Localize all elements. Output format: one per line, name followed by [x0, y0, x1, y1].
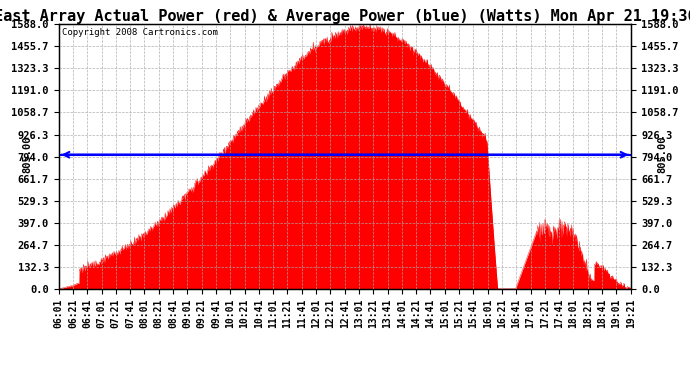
- Text: East Array Actual Power (red) & Average Power (blue) (Watts) Mon Apr 21 19:36: East Array Actual Power (red) & Average …: [0, 9, 690, 24]
- Text: 805.00: 805.00: [658, 136, 668, 174]
- Text: Copyright 2008 Cartronics.com: Copyright 2008 Cartronics.com: [61, 28, 217, 38]
- Text: 805.00: 805.00: [22, 136, 32, 174]
